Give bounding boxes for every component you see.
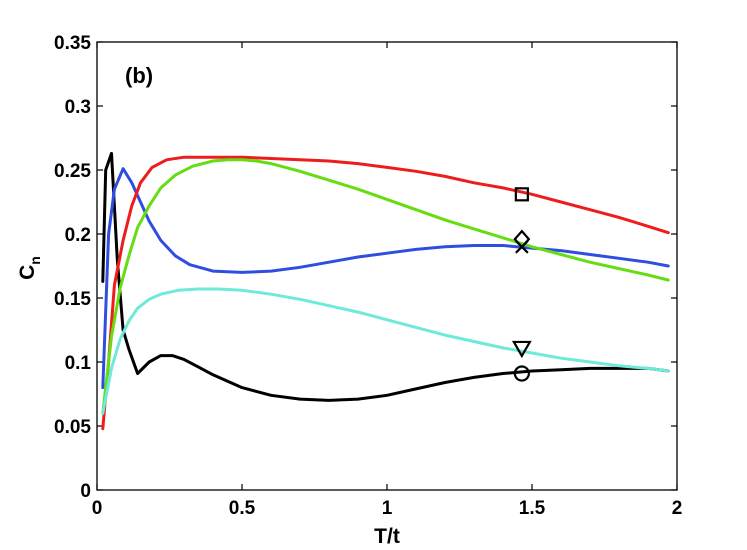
y-tick-label: 0.15 (54, 289, 91, 310)
plot-area (97, 42, 677, 490)
x-tick-label: 1 (382, 498, 393, 519)
y-tick-label: 0.35 (54, 33, 91, 54)
y-tick-label: 0.05 (54, 417, 91, 438)
series-red-line (101, 155, 670, 431)
series-lines (101, 151, 670, 431)
series-black-line (101, 151, 670, 402)
y-tick-label: 0.2 (65, 225, 91, 246)
x-tick-labels: 0 0.5 1 1.5 2 (92, 498, 683, 519)
series-blue-line (101, 167, 670, 390)
svg-text:Cn: Cn (16, 256, 43, 280)
marker-circle (513, 365, 530, 382)
x-tick-label: 1.5 (519, 498, 546, 519)
series-markers (511, 187, 532, 382)
y-axis-label-subscript: n (27, 256, 43, 265)
y-tick-label: 0.3 (65, 97, 91, 118)
x-tick-label: 0 (92, 498, 103, 519)
marker-cross (515, 240, 529, 254)
plot-frame (96, 41, 678, 491)
series-cyan-line (101, 287, 670, 415)
x-tick-label: 2 (672, 498, 683, 519)
panel-label: (b) (125, 63, 153, 88)
x-tick-label: 0.5 (229, 498, 256, 519)
marker-square (514, 187, 529, 202)
marker-triangle (511, 340, 532, 359)
y-tick-label: 0.25 (54, 161, 91, 182)
y-tick-label: 0 (80, 481, 91, 502)
y-tick-labels: 0 0.05 0.1 0.15 0.2 0.25 0.3 0.35 (54, 33, 91, 502)
x-axis-label: T/t (374, 525, 400, 548)
y-axis-label: Cn (16, 256, 43, 280)
y-tick-label: 0.1 (65, 353, 92, 374)
y-axis-label-main: C (16, 265, 39, 280)
series-green-line (101, 158, 670, 415)
